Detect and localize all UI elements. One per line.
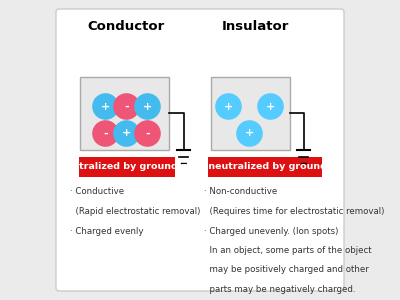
FancyBboxPatch shape xyxy=(210,76,290,150)
FancyBboxPatch shape xyxy=(56,9,344,291)
Text: +: + xyxy=(122,128,131,139)
Text: (Requires time for electrostatic removal): (Requires time for electrostatic removal… xyxy=(204,207,385,216)
Text: · Non-conductive: · Non-conductive xyxy=(204,188,278,196)
Text: +: + xyxy=(101,101,110,112)
Text: +: + xyxy=(245,128,254,139)
Text: -: - xyxy=(103,128,108,139)
Circle shape xyxy=(258,94,283,119)
FancyBboxPatch shape xyxy=(208,157,322,177)
Text: Not neutralized by grounding: Not neutralized by grounding xyxy=(186,162,344,171)
Text: (Rapid electrostatic removal): (Rapid electrostatic removal) xyxy=(70,207,200,216)
Text: parts may be negatively charged.: parts may be negatively charged. xyxy=(204,285,356,294)
Text: Insulator: Insulator xyxy=(222,20,289,32)
Circle shape xyxy=(237,121,262,146)
FancyBboxPatch shape xyxy=(80,76,168,150)
Text: +: + xyxy=(143,101,152,112)
Text: -: - xyxy=(124,101,129,112)
Circle shape xyxy=(135,121,160,146)
Text: +: + xyxy=(224,101,233,112)
Text: may be positively charged and other: may be positively charged and other xyxy=(204,266,369,274)
Circle shape xyxy=(135,94,160,119)
Text: · Charged unevenly. (Ion spots): · Charged unevenly. (Ion spots) xyxy=(204,226,339,236)
Circle shape xyxy=(114,94,139,119)
Circle shape xyxy=(93,121,118,146)
Circle shape xyxy=(216,94,241,119)
Circle shape xyxy=(114,121,139,146)
Text: +: + xyxy=(266,101,275,112)
Text: Conductor: Conductor xyxy=(88,20,165,32)
FancyBboxPatch shape xyxy=(78,157,174,177)
Circle shape xyxy=(93,94,118,119)
Text: Neutralized by grounding: Neutralized by grounding xyxy=(58,162,195,171)
Text: In an object, some parts of the object: In an object, some parts of the object xyxy=(204,246,372,255)
Text: · Conductive: · Conductive xyxy=(70,188,124,196)
Text: -: - xyxy=(145,128,150,139)
Text: · Charged evenly: · Charged evenly xyxy=(70,226,143,236)
